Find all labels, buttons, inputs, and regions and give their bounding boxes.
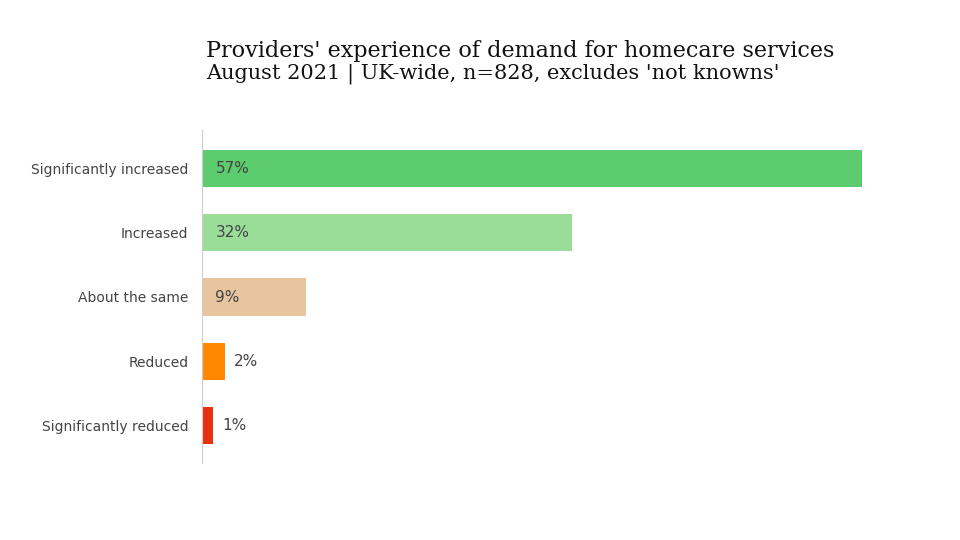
Text: 32%: 32% xyxy=(215,225,250,240)
Bar xyxy=(202,214,572,251)
Text: 1%: 1% xyxy=(223,418,247,433)
Text: 🐦: 🐦 xyxy=(8,510,17,524)
Text: 57%: 57% xyxy=(215,161,250,176)
Text: ␦: ␦ xyxy=(16,510,26,524)
Text: 2%: 2% xyxy=(234,354,258,369)
Bar xyxy=(202,343,225,380)
Text: @homecareassn: @homecareassn xyxy=(72,510,187,524)
Bar xyxy=(202,407,213,444)
Text: 🌐: 🌐 xyxy=(826,510,834,524)
Text: August 2021 | UK-wide, n=828, excludes 'not knowns': August 2021 | UK-wide, n=828, excludes '… xyxy=(206,63,780,84)
Text: @homecareassn: @homecareassn xyxy=(17,510,132,524)
Text: Providers' experience of demand for homecare services: Providers' experience of demand for home… xyxy=(206,40,835,62)
Bar xyxy=(202,278,306,316)
Text: homecareassociation.org.uk: homecareassociation.org.uk xyxy=(859,510,960,524)
Bar xyxy=(202,150,862,187)
Text: homecareassociation.org.uk: homecareassociation.org.uk xyxy=(743,510,939,524)
Text: 9%: 9% xyxy=(215,289,240,305)
